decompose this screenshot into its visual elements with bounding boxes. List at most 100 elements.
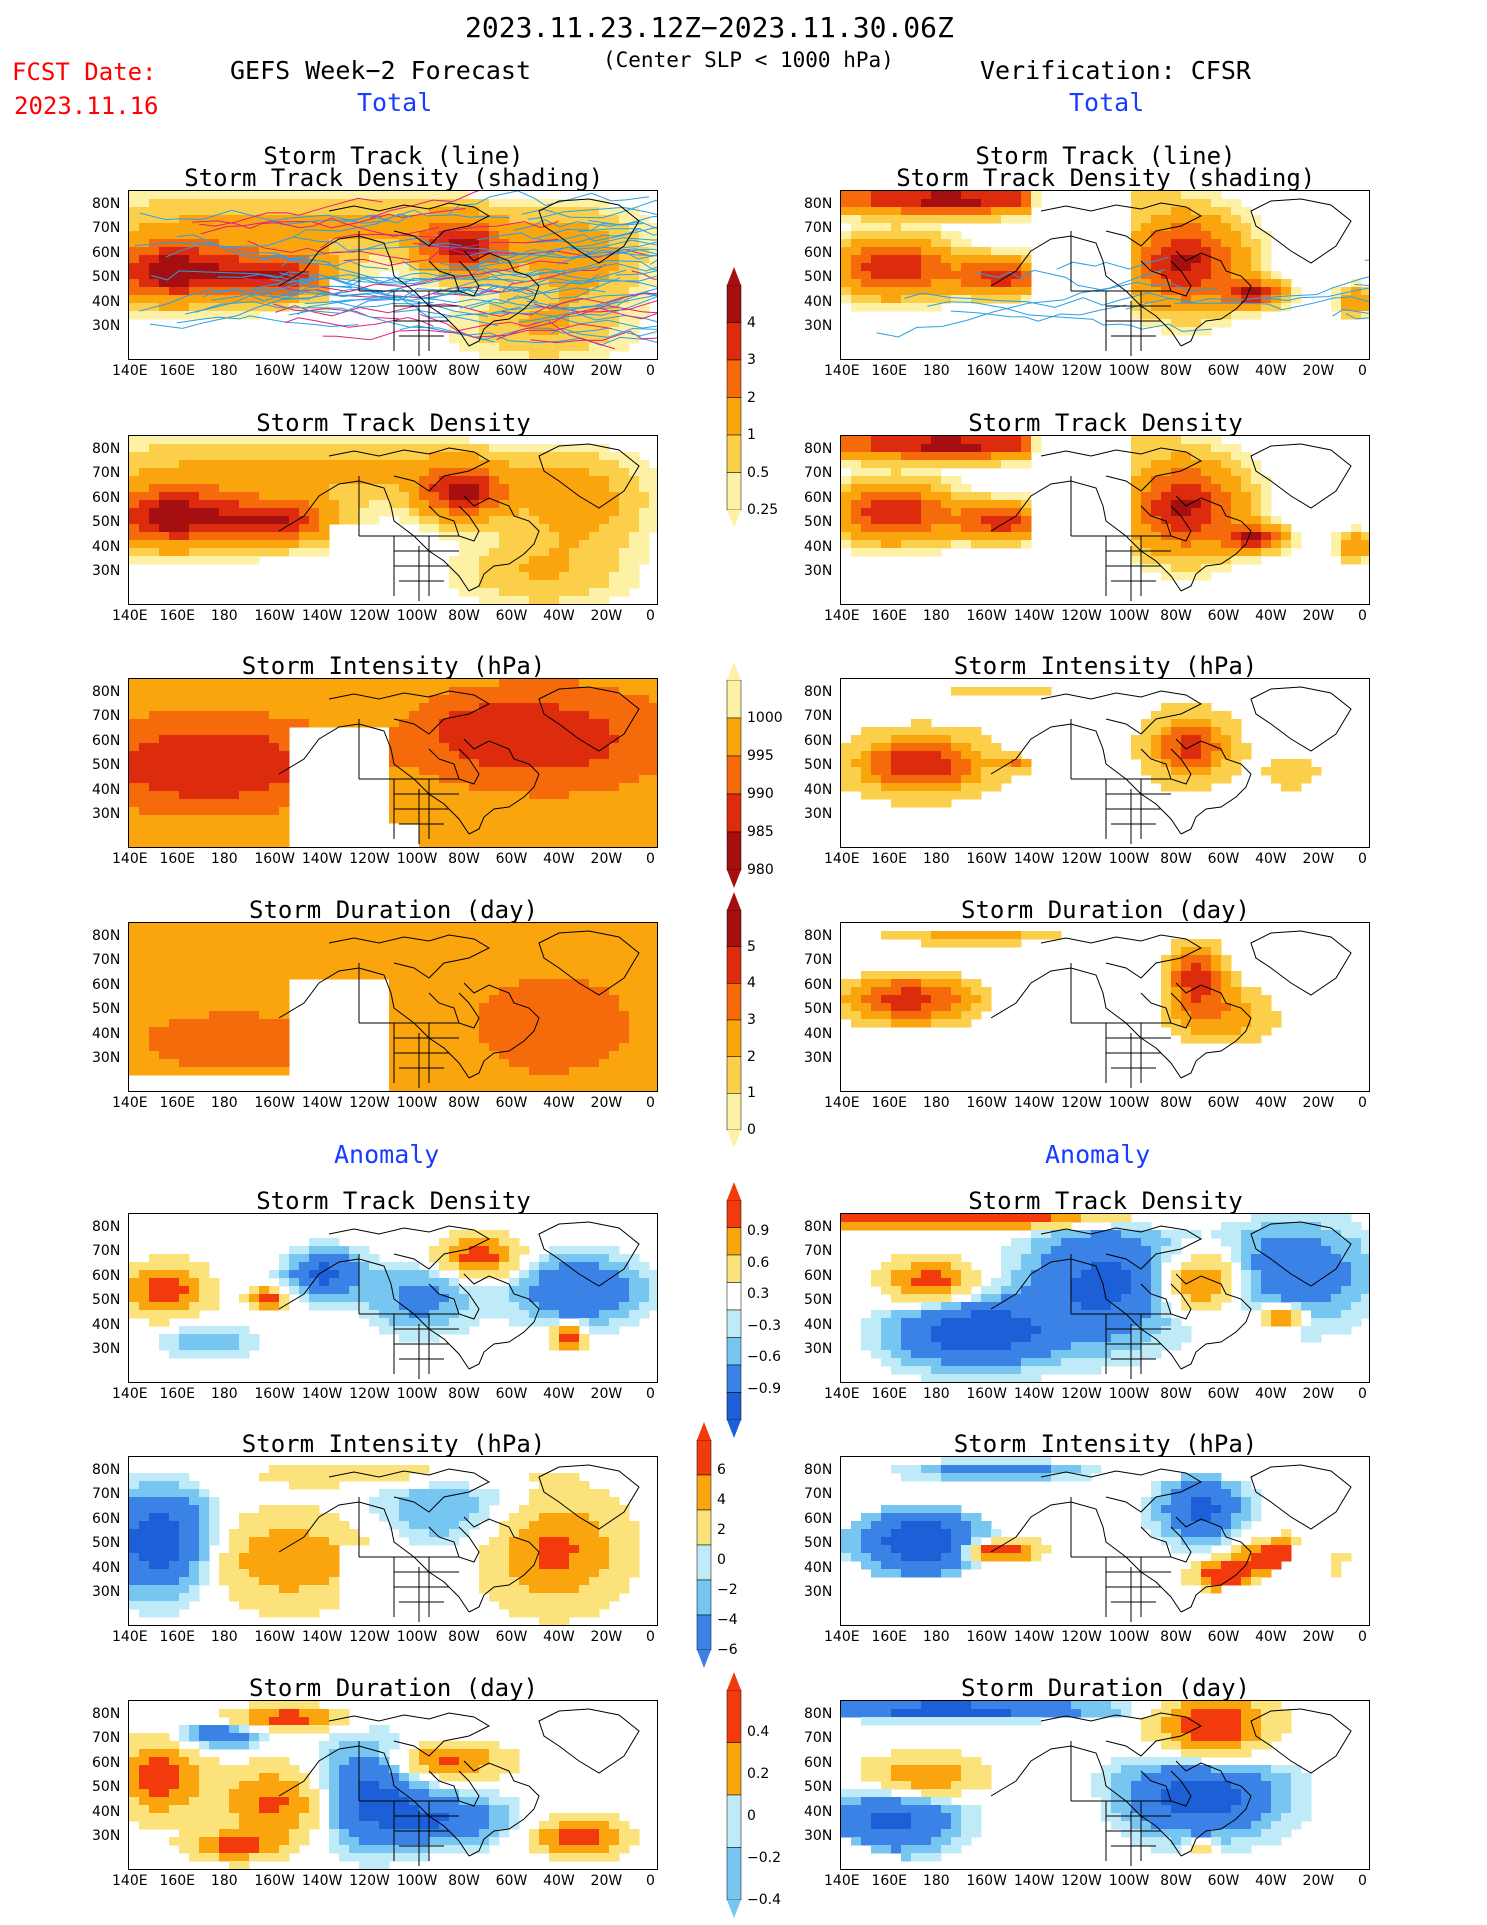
field-cell [309,923,320,932]
field-cell [259,215,270,224]
field-cell [519,476,530,485]
field-cell [459,263,470,272]
field-cell [469,703,480,712]
y-tick-label: 70N [92,708,121,725]
field-cell [399,476,410,485]
field-cell [249,207,260,216]
field-cell [169,476,180,485]
field-cell [891,207,902,216]
field-cell [399,223,410,232]
field-cell [871,215,882,224]
field-cell [649,939,657,948]
field-cell [499,492,510,501]
field-cell [289,492,300,501]
field-cell [1191,524,1202,533]
field-cell [219,508,230,517]
field-cell [199,1035,210,1044]
field-cell [189,492,200,501]
field-cell [139,476,150,485]
field-cell [209,263,220,272]
field-cell [549,735,560,744]
field-cell [149,759,160,768]
field-cell [619,279,630,288]
field-cell [649,767,657,776]
field-cell [479,979,490,988]
field-cell [1001,199,1012,208]
field-cell [209,524,220,533]
field-cell [319,931,330,940]
field-cell [409,199,420,208]
field-cell [539,759,550,768]
field-cell [499,931,510,940]
y-tick-label: 60N [804,489,833,506]
field-cell [881,263,892,272]
field-cell [649,815,657,824]
field-cell [439,987,450,996]
field-cell [169,783,180,792]
field-cell [1221,500,1232,509]
field-cell [579,711,590,720]
field-cell [1251,263,1262,272]
field-cell [1161,319,1172,328]
field-cell [649,271,657,280]
field-cell [609,311,620,320]
field-cell [169,271,180,280]
field-cell [429,492,440,501]
field-cell [199,484,210,493]
y-tick-label: 30N [804,563,833,579]
field-cell [599,343,610,352]
field-cell [961,247,972,256]
field-cell [369,484,380,493]
field-cell [841,775,852,784]
field-cell [209,1027,220,1036]
field-cell [409,947,420,956]
field-cell [269,223,280,232]
field-cell [449,727,460,736]
field-cell [649,1019,657,1028]
field-cell [509,1003,520,1012]
field-cell [329,231,340,240]
field-cell [519,735,530,744]
field-cell [1201,516,1212,525]
field-cell [169,743,180,752]
field-cell [429,679,440,688]
coastline [1250,686,1352,752]
field-cell [649,995,657,1004]
field-cell [1241,215,1252,224]
x-tick-label: 80W [448,851,480,867]
field-cell [409,735,420,744]
field-cell [569,287,580,296]
field-cell [209,839,220,847]
field-cell [1011,215,1022,224]
field-cell [519,695,530,704]
field-cell [199,231,210,240]
field-cell [589,807,600,816]
field-cell [489,351,500,359]
field-cell [319,524,330,533]
field-cell [871,303,882,312]
field-cell [369,271,380,280]
field-cell [589,759,600,768]
field-cell [539,484,550,493]
field-cell [1271,271,1282,280]
field-cell [931,492,942,501]
field-cell [379,963,390,972]
field-cell [159,979,170,988]
field-cell [139,271,150,280]
field-cell [901,271,912,280]
field-cell [1191,548,1202,557]
field-cell [1211,199,1222,208]
field-cell [249,215,260,224]
field-cell [369,215,380,224]
field-cell [921,775,932,784]
field-cell [599,727,610,736]
field-cell [489,847,500,848]
field-cell [1201,532,1212,541]
field-cell [329,452,340,461]
field-cell [509,580,520,589]
field-cell [539,271,550,280]
field-cell [911,508,922,517]
field-cell [279,484,290,493]
field-cell [399,971,410,980]
field-cell [249,987,260,996]
